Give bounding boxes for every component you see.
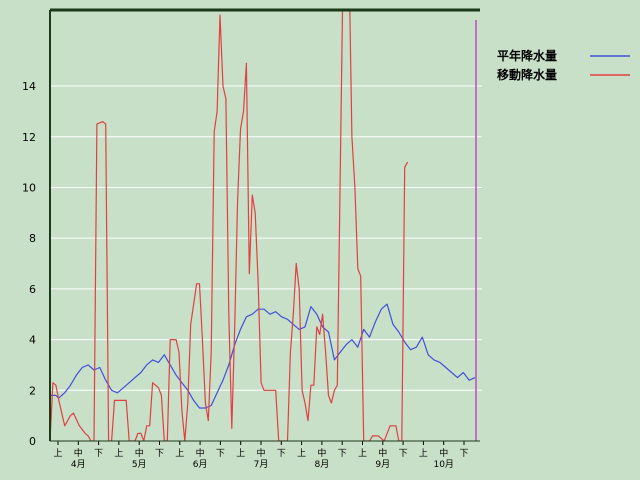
x-period-label: 下 bbox=[338, 449, 347, 459]
y-tick-label: 10 bbox=[22, 181, 36, 194]
x-period-label: 上 bbox=[53, 448, 62, 459]
x-period-label: 下 bbox=[216, 449, 225, 459]
x-month-label: 9月 bbox=[375, 459, 390, 470]
x-month-label: 6月 bbox=[193, 459, 208, 470]
x-period-label: 中 bbox=[196, 447, 205, 459]
x-period-label: 中 bbox=[439, 447, 448, 459]
x-month-label: 7月 bbox=[254, 459, 269, 470]
x-axis-ticks: 上中下上中下上中下上中下上中下上中下上中下4月 5月 6月 7月 8月 9月 10月 bbox=[53, 441, 469, 470]
y-tick-label: 6 bbox=[29, 283, 36, 296]
y-tick-label: 2 bbox=[29, 384, 36, 397]
y-tick-label: 8 bbox=[29, 232, 36, 245]
x-period-label: 上 bbox=[175, 448, 184, 459]
y-tick-label: 4 bbox=[29, 334, 36, 347]
series-line-2 bbox=[50, 10, 409, 441]
x-period-label: 上 bbox=[419, 448, 428, 459]
x-period-label: 下 bbox=[155, 449, 164, 459]
x-period-label: 上 bbox=[358, 448, 367, 459]
x-period-label: 上 bbox=[114, 448, 123, 459]
x-period-label: 中 bbox=[74, 447, 83, 459]
x-period-label: 下 bbox=[94, 449, 103, 459]
y-tick-label: 14 bbox=[22, 80, 36, 93]
x-month-label: 4月 bbox=[71, 459, 86, 470]
x-month-label: 10月 bbox=[433, 459, 453, 470]
series-lines bbox=[50, 10, 476, 441]
y-tick-label: 12 bbox=[22, 131, 36, 144]
x-period-label: 上 bbox=[236, 448, 245, 459]
x-period-label: 下 bbox=[459, 449, 468, 459]
x-period-label: 下 bbox=[277, 449, 286, 459]
y-axis-ticks: 0 2 4 6 8 10 12 14 bbox=[22, 80, 36, 448]
x-period-label: 中 bbox=[256, 447, 265, 459]
series-line-1 bbox=[50, 303, 476, 409]
legend-label: 移動降水量 bbox=[497, 67, 557, 82]
y-tick-label: 0 bbox=[29, 435, 36, 448]
x-month-label: 8月 bbox=[315, 459, 330, 470]
grid-lines bbox=[50, 85, 482, 391]
x-period-label: 中 bbox=[135, 447, 144, 459]
x-period-label: 上 bbox=[297, 448, 306, 459]
x-period-label: 下 bbox=[399, 449, 408, 459]
x-month-label: 5月 bbox=[132, 459, 147, 470]
x-period-label: 中 bbox=[378, 447, 387, 459]
legend-label: 平年降水量 bbox=[497, 48, 557, 63]
x-period-label: 中 bbox=[317, 447, 326, 459]
plot-frame bbox=[49, 8, 480, 442]
